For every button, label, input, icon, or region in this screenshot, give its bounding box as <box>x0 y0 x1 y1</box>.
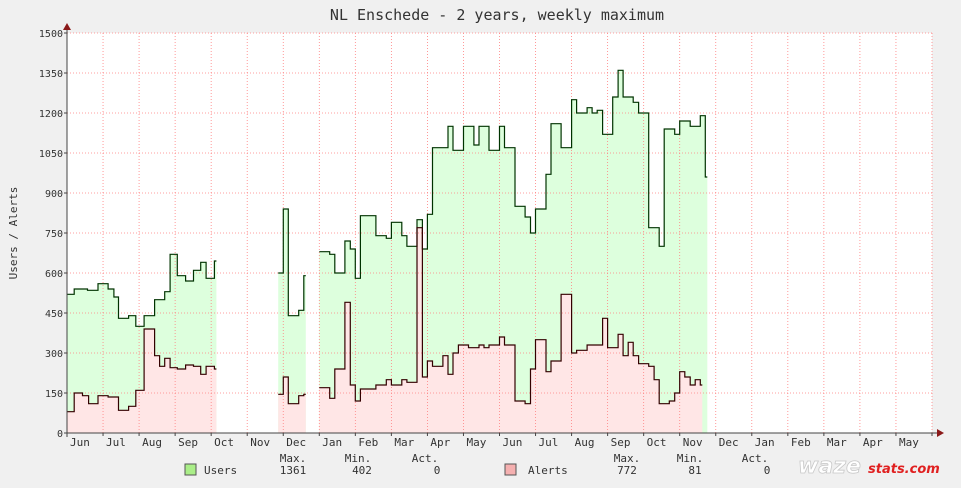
line-users-1 <box>278 208 306 317</box>
legend-swatch-alerts <box>504 463 517 476</box>
chart-title: NL Enschede - 2 years, weekly maximum <box>330 6 664 24</box>
x-tick-label-apr-22: Apr <box>863 436 883 449</box>
x-tick-label-may-11: May <box>466 436 486 449</box>
x-tick-label-jul-1: Jul <box>106 436 126 449</box>
y-axis-arrow <box>63 23 71 30</box>
legend-users-min: 402 <box>352 464 372 477</box>
wazestats-logo: waze stats.com <box>798 454 940 480</box>
area-alerts-0 <box>67 329 217 433</box>
legend-users-act: 0 <box>434 464 441 477</box>
y-tick-label-900: 900 <box>45 189 63 200</box>
y-tick-label-1350: 1350 <box>39 69 63 80</box>
line-users-0 <box>67 253 217 327</box>
legend-header-act-alerts: Act. <box>742 452 769 465</box>
y-tick-label-450: 450 <box>45 309 63 320</box>
x-tick-label-aug-2: Aug <box>142 436 162 449</box>
logo-stats: stats.com <box>868 462 940 477</box>
x-axis-arrow <box>937 429 944 437</box>
y-tick-labels: 0 150 300 450 600 750 900 1050 1200 1350 1500 <box>39 29 63 440</box>
x-tick-label-jan-7: Jan <box>322 436 342 449</box>
series-lines <box>67 69 708 413</box>
legend-alerts-min: 81 <box>688 464 701 477</box>
x-tick-label-mar-9: Mar <box>394 436 414 449</box>
grid-lines <box>67 32 933 433</box>
legend: Max. Min. Act. Max. Min. Act. Users 1361… <box>184 452 771 477</box>
x-tick-label-aug-14: Aug <box>575 436 595 449</box>
logo-waze: waze <box>798 454 861 479</box>
x-tick-label-may-23: May <box>899 436 919 449</box>
legend-label-users: Users <box>204 464 237 477</box>
x-tick-label-feb-8: Feb <box>358 436 378 449</box>
x-tick-label-dec-6: Dec <box>286 436 306 449</box>
axes <box>63 23 944 437</box>
line-alerts-1 <box>278 376 306 405</box>
x-tick-label-dec-18: Dec <box>719 436 739 449</box>
legend-swatch-users <box>184 463 197 476</box>
area-users-2 <box>319 70 708 434</box>
x-tick-label-sep-15: Sep <box>611 436 631 449</box>
x-tick-label-jul-13: Jul <box>539 436 559 449</box>
legend-header-min-alerts: Min. <box>677 452 704 465</box>
x-tick-label-oct-16: Oct <box>647 436 667 449</box>
x-tick-labels: Jun Jul Aug Sep Oct Nov Dec Jan Feb Mar Apr May Jun J… <box>70 436 919 449</box>
x-tick-label-apr-10: Apr <box>430 436 450 449</box>
x-tick-label-sep-3: Sep <box>178 436 198 449</box>
legend-label-alerts: Alerts <box>528 464 568 477</box>
y-tick-label-300: 300 <box>45 349 63 360</box>
y-tick-label-1500: 1500 <box>39 29 63 40</box>
x-tick-label-nov-5: Nov <box>250 436 270 449</box>
x-tick-label-jan-19: Jan <box>755 436 775 449</box>
y-tick-label-750: 750 <box>45 229 63 240</box>
y-tick-label-600: 600 <box>45 269 63 280</box>
legend-alerts-act: 0 <box>764 464 771 477</box>
y-tick-label-1200: 1200 <box>39 109 63 120</box>
x-tick-label-feb-20: Feb <box>791 436 811 449</box>
line-alerts-2 <box>319 227 703 405</box>
area-alerts-2 <box>319 227 703 433</box>
x-tick-label-jun-12: Jun <box>503 436 523 449</box>
x-tick-label-nov-17: Nov <box>683 436 703 449</box>
line-alerts-0 <box>67 328 217 413</box>
legend-header-act-users: Act. <box>412 452 439 465</box>
y-tick-label-0: 0 <box>57 429 63 440</box>
y-axis-label: Users / Alerts <box>7 187 20 280</box>
y-tick-label-150: 150 <box>45 389 63 400</box>
area-alerts-1 <box>278 377 306 433</box>
x-tick-label-mar-21: Mar <box>827 436 847 449</box>
x-tick-label-jun-0: Jun <box>70 436 90 449</box>
legend-alerts-max: 772 <box>617 464 637 477</box>
x-tick-label-oct-4: Oct <box>214 436 234 449</box>
legend-users-max: 1361 <box>280 464 307 477</box>
legend-header-max-users: Max. <box>280 452 307 465</box>
legend-header-min-users: Min. <box>345 452 372 465</box>
legend-header-max-alerts: Max. <box>614 452 641 465</box>
line-users-2 <box>319 69 708 279</box>
y-tick-label-1050: 1050 <box>39 149 63 160</box>
